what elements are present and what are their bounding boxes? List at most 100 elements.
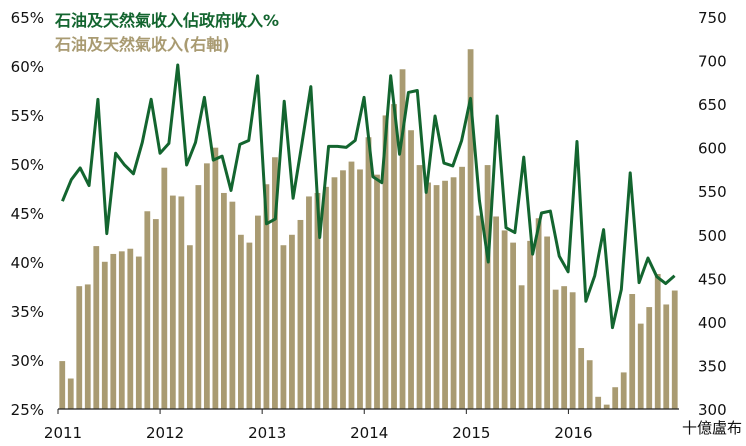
bar [654, 273, 661, 409]
bar [118, 251, 125, 409]
bar [144, 211, 151, 409]
bar [586, 360, 593, 409]
right-axis-unit: 十億盧布 [682, 419, 742, 437]
bar [331, 177, 338, 409]
bar [280, 245, 287, 409]
legend-bar-series: 石油及天然氣收入(右軸) [54, 35, 230, 54]
bar [552, 289, 559, 409]
left-tick-label: 40% [11, 254, 44, 272]
right-tick-label: 550 [698, 183, 727, 201]
bar [425, 182, 431, 409]
bar [629, 294, 636, 409]
bar [595, 396, 602, 409]
bar [314, 192, 321, 409]
x-tick-label: 2012 [146, 424, 184, 442]
right-tick-label: 650 [698, 96, 727, 114]
x-axis-ticks: 2011 2012 2013 2014 2015 2016 [44, 409, 593, 442]
bar [476, 215, 482, 409]
bar [195, 185, 202, 409]
left-tick-label: 30% [11, 352, 44, 370]
bar [442, 180, 448, 409]
bar [450, 177, 457, 409]
bar [161, 167, 168, 409]
bar [620, 372, 627, 409]
bar [152, 219, 159, 409]
right-tick-label: 400 [698, 314, 727, 332]
right-tick-label: 450 [698, 270, 727, 288]
bar [67, 378, 74, 409]
bar [127, 248, 134, 409]
bar [135, 256, 142, 409]
bar [459, 166, 465, 409]
right-tick-label: 700 [698, 53, 727, 71]
bar [289, 234, 295, 409]
bar [501, 230, 508, 409]
left-tick-label: 65% [11, 9, 44, 27]
right-tick-label: 600 [698, 140, 727, 158]
bar [484, 165, 491, 409]
right-tick-label: 750 [698, 9, 727, 27]
bar [178, 196, 185, 409]
line-series [61, 63, 676, 330]
left-tick-label: 55% [11, 107, 44, 125]
bar [544, 236, 551, 409]
bar [297, 219, 304, 409]
bar [246, 242, 253, 409]
bar [510, 242, 516, 409]
bar [238, 234, 244, 409]
bar [306, 196, 312, 409]
right-tick-label: 300 [698, 401, 727, 419]
bar [255, 215, 261, 409]
bar [663, 304, 670, 409]
bar [374, 174, 380, 409]
bar [348, 161, 355, 409]
bar [569, 292, 576, 409]
bar [433, 185, 440, 409]
bar [671, 290, 678, 409]
bar [169, 195, 176, 409]
x-tick-label: 2014 [350, 424, 388, 442]
bar [535, 218, 542, 409]
left-tick-label: 60% [11, 58, 44, 76]
right-tick-label: 350 [698, 357, 727, 375]
bar [357, 169, 363, 409]
x-tick-label: 2013 [248, 424, 286, 442]
bar [76, 286, 83, 409]
left-tick-label: 50% [11, 156, 44, 174]
bar [272, 157, 278, 409]
bar [186, 245, 193, 409]
bar [101, 261, 108, 409]
line-series-layer [61, 63, 676, 330]
bar [365, 137, 372, 409]
bar [93, 246, 100, 409]
bar [518, 285, 525, 409]
bar [391, 104, 397, 410]
bar [229, 201, 236, 409]
bar [612, 387, 619, 409]
bar [578, 348, 585, 409]
bar [340, 170, 346, 409]
x-tick-label: 2016 [554, 424, 592, 442]
bar [408, 130, 414, 410]
bar [110, 253, 117, 409]
bar [263, 184, 270, 409]
bar [399, 69, 406, 410]
bar [382, 115, 389, 409]
left-tick-label: 25% [11, 401, 44, 419]
x-tick-label: 2011 [44, 424, 82, 442]
right-axis-ticks: 300 350 400 450 500 550 600 650 700 750 [698, 9, 727, 419]
right-tick-label: 500 [698, 227, 727, 245]
bar [603, 404, 610, 409]
bar [212, 147, 219, 410]
x-tick-label: 2015 [452, 424, 490, 442]
bar [646, 307, 653, 409]
bar [527, 240, 534, 409]
bar [203, 163, 210, 409]
bar [416, 165, 423, 409]
bar [220, 192, 227, 409]
bar [493, 216, 499, 409]
left-tick-label: 45% [11, 205, 44, 223]
bar [84, 284, 91, 409]
left-tick-label: 35% [11, 303, 44, 321]
